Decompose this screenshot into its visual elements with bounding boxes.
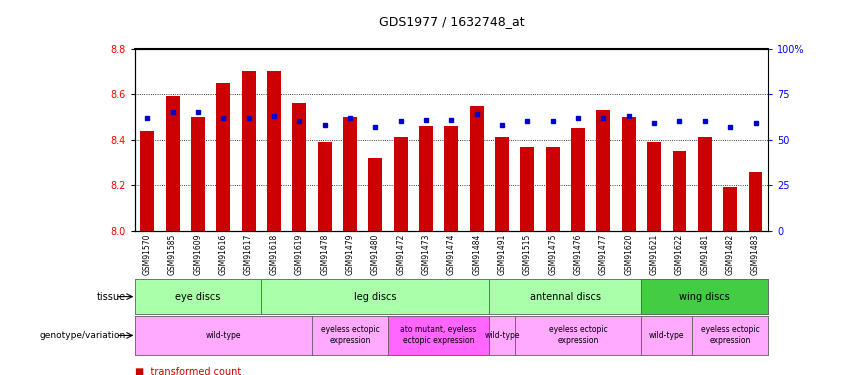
Bar [621,117,635,231]
Bar [141,130,155,231]
Bar [368,158,382,231]
Bar [216,83,230,231]
Bar [470,106,483,231]
Text: tissue: tissue [96,292,126,302]
Bar [166,96,180,231]
Text: ato mutant, eyeless
ectopic expression: ato mutant, eyeless ectopic expression [400,326,477,345]
Bar [241,72,255,231]
Bar [394,137,408,231]
Bar [571,128,585,231]
Text: eyeless ectopic
expression: eyeless ectopic expression [549,326,608,345]
Bar [495,137,509,231]
Bar [673,151,687,231]
Bar [191,117,205,231]
Bar [444,126,458,231]
Text: wild-type: wild-type [206,331,241,340]
Text: wing discs: wing discs [680,292,730,302]
Text: wild-type: wild-type [484,331,520,340]
Bar [546,147,560,231]
Bar [698,137,712,231]
Bar [748,171,762,231]
Bar [267,72,281,231]
Bar [343,117,357,231]
Bar [723,188,737,231]
Text: eyeless ectopic
expression: eyeless ectopic expression [320,326,379,345]
Text: ■  transformed count: ■ transformed count [135,367,240,375]
Text: eye discs: eye discs [175,292,220,302]
Text: wild-type: wild-type [649,331,685,340]
Text: GDS1977 / 1632748_at: GDS1977 / 1632748_at [378,15,524,28]
Text: leg discs: leg discs [354,292,397,302]
Bar [318,142,332,231]
Bar [648,142,661,231]
Bar [596,110,610,231]
Bar [521,147,535,231]
Bar [419,126,433,231]
Text: eyeless ectopic
expression: eyeless ectopic expression [700,326,760,345]
Text: antennal discs: antennal discs [530,292,601,302]
Bar [293,104,306,231]
Text: genotype/variation: genotype/variation [40,331,126,340]
